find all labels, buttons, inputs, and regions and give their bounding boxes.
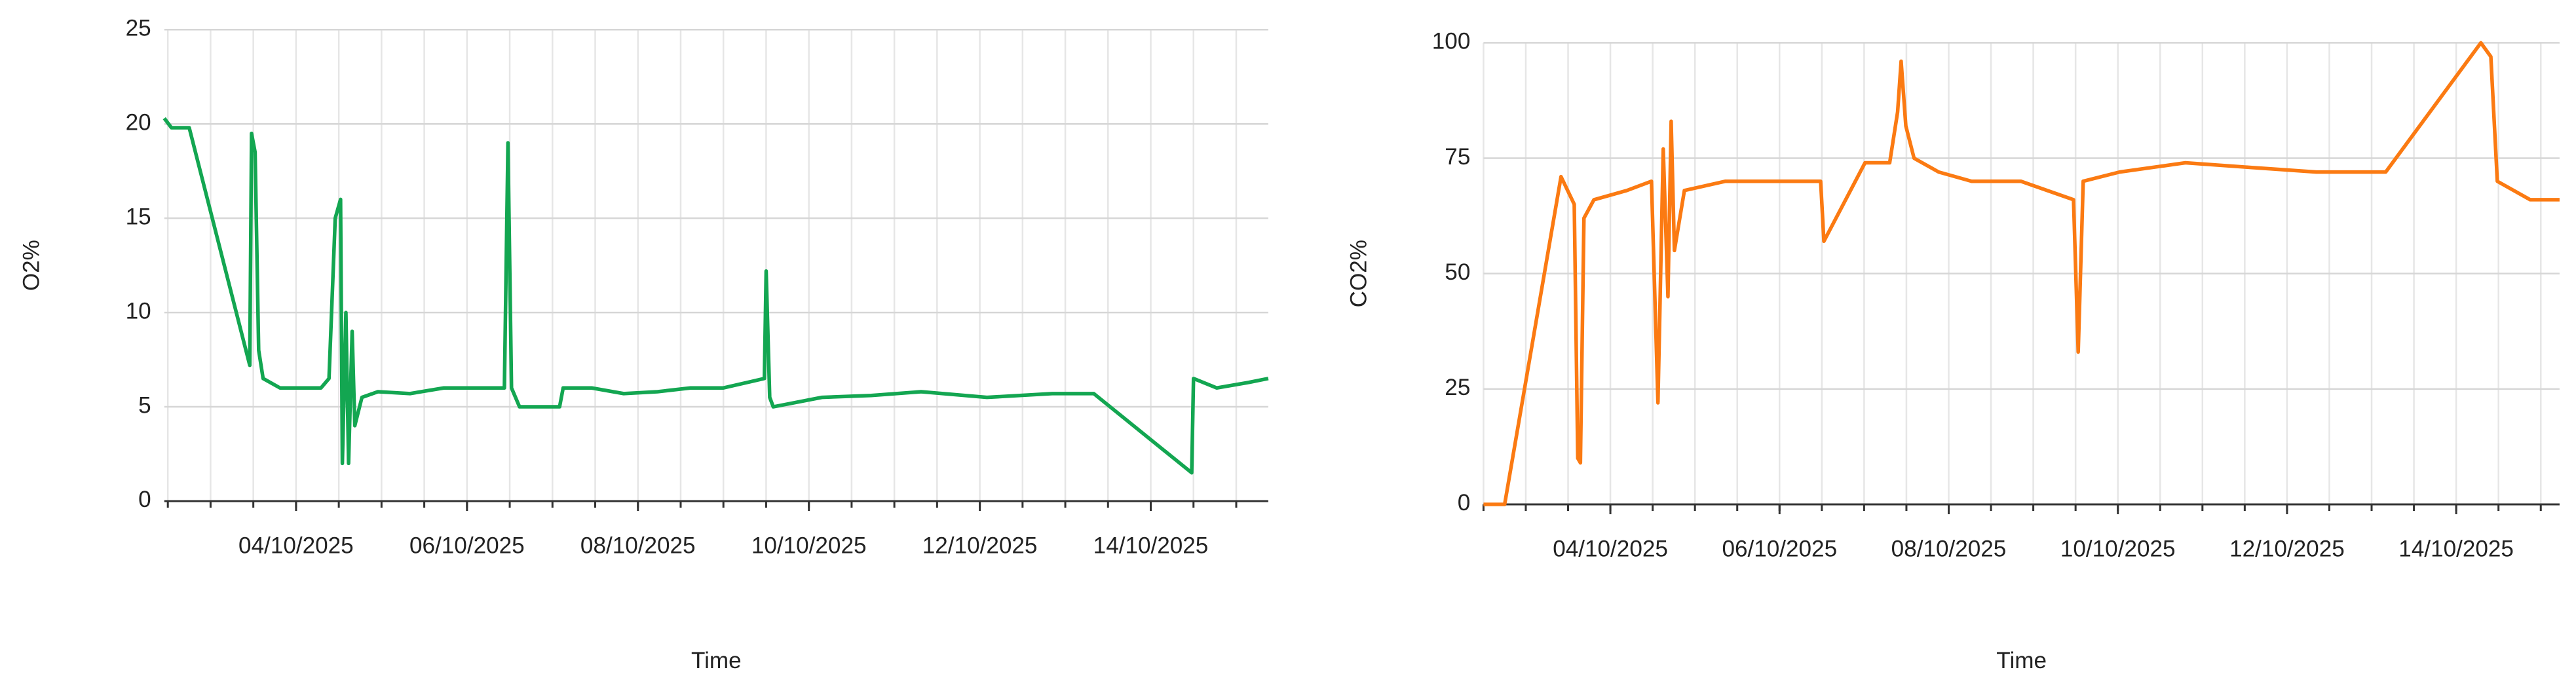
y-tick-label: 50 [1445, 259, 1470, 285]
y-tick-label: 75 [1445, 144, 1470, 170]
x-tick-label: 12/10/2025 [922, 533, 1038, 558]
y-tick-label: 20 [126, 109, 151, 135]
x-tick-label: 06/10/2025 [409, 533, 525, 558]
x-tick-label: 10/10/2025 [751, 533, 867, 558]
y-tick-label: 10 [126, 298, 151, 324]
x-tick-label: 06/10/2025 [1722, 536, 1837, 561]
data-line [1483, 41, 2560, 506]
y-tick-label: 25 [1445, 375, 1470, 400]
x-tick-label: 04/10/2025 [238, 533, 354, 558]
y-tick-label: 15 [126, 204, 151, 229]
x-tick-label: 08/10/2025 [1891, 536, 2007, 561]
data-line [162, 117, 1269, 475]
x-axis-title: Time [691, 648, 742, 673]
x-tick-label: 14/10/2025 [1093, 533, 1209, 558]
x-tick-label: 08/10/2025 [580, 533, 696, 558]
y-tick-label: 100 [1432, 29, 1471, 54]
y-tick-label: 5 [138, 392, 151, 418]
y-tick-label: 25 [126, 16, 151, 41]
x-tick-label: 12/10/2025 [2229, 536, 2345, 561]
x-tick-label: 10/10/2025 [2060, 536, 2176, 561]
x-tick-label: 04/10/2025 [1553, 536, 1668, 561]
y-tick-label: 0 [138, 487, 151, 512]
y-axis-title: O2% [18, 240, 44, 291]
x-tick-label: 14/10/2025 [2398, 536, 2514, 561]
x-axis-title: Time [1996, 648, 2047, 673]
y-axis-title: CO2% [1346, 240, 1372, 307]
y-tick-label: 0 [1458, 490, 1471, 516]
